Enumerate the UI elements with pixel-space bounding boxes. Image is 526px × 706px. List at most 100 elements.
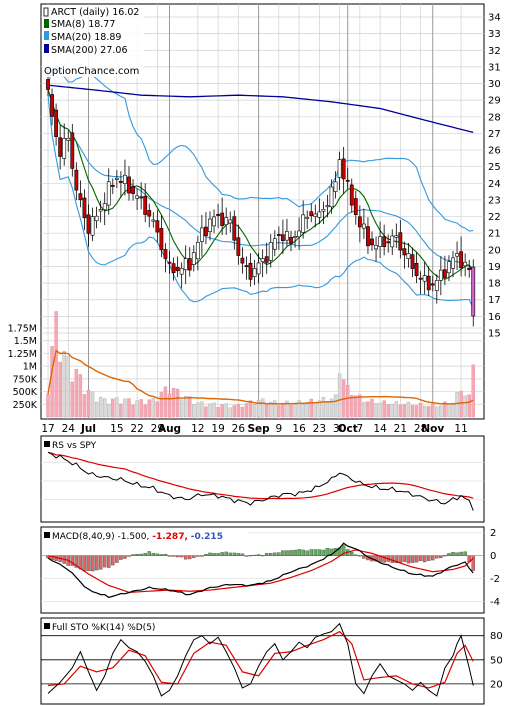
watermark: OptionChance.com (44, 66, 139, 77)
price-tick-label: 21 (488, 229, 501, 240)
candle-body (232, 216, 237, 241)
x-tick-label: Sep (247, 423, 270, 435)
candle-body (285, 231, 289, 241)
legend-swatch-sma8 (44, 19, 49, 28)
candle-body (398, 232, 403, 251)
volume-bar (317, 400, 322, 418)
macd-histogram-bar (163, 553, 168, 556)
macd-histogram-bar (127, 555, 131, 557)
rs-panel: RS vs SPY (40, 435, 485, 523)
candle-body (349, 184, 354, 206)
volume-bar (196, 402, 200, 418)
candle-body (382, 236, 387, 248)
volume-bar (171, 387, 176, 418)
candle-body (102, 203, 107, 210)
sto-tick-label: 20 (490, 679, 503, 690)
volume-bar (386, 404, 390, 418)
candle-body (305, 216, 310, 219)
macd-panel: 2 0 -2 -4 MACD(8,40,9) -1.500, -1.287, -0.2… (40, 526, 500, 614)
candle-body (171, 263, 176, 274)
volume-bar (394, 401, 398, 418)
candle-body (175, 267, 180, 272)
macd-histogram-bar (277, 552, 281, 556)
x-tick-label: 24 (62, 423, 76, 435)
candle-body (313, 213, 318, 217)
candle-body (390, 235, 395, 248)
macd-histogram-bar (171, 555, 176, 557)
candle-body (309, 211, 314, 216)
macd-histogram-bar (297, 549, 301, 556)
candle-body (289, 237, 293, 244)
volume-bar (115, 397, 119, 418)
macd-histogram-bar (426, 555, 431, 561)
sto-label: Full STO %K(14) %D(5) (52, 623, 155, 633)
volume-bar (179, 399, 184, 418)
volume-average-line (47, 349, 474, 405)
macd-histogram-bar (430, 555, 435, 561)
candle-body (272, 238, 277, 250)
volume-bar (350, 394, 354, 418)
volume-bar (58, 361, 62, 418)
macd-label-box (44, 529, 249, 541)
volume-bar (370, 398, 374, 418)
macd-tick-label: -4 (490, 597, 500, 608)
candle-body (74, 169, 79, 191)
volume-grid (41, 327, 484, 405)
candle-body (337, 159, 342, 178)
volume-bar (463, 395, 467, 418)
price-tick-label: 18 (488, 279, 501, 290)
volume-bar (50, 346, 54, 418)
candle-body (200, 227, 204, 242)
volume-bar (269, 401, 273, 418)
candle-body (301, 214, 306, 233)
sma8-line (47, 89, 474, 280)
candle-body (414, 262, 419, 277)
macd-histogram-bar (123, 555, 127, 559)
volume-bar (208, 403, 212, 418)
volume-bar (123, 398, 127, 418)
x-tick-label: 12 (191, 423, 204, 435)
sto-label-box (44, 620, 164, 632)
volume-bar (297, 400, 301, 418)
macd-label: MACD(8,40,9) -1.500, -1.287, -0.215 (52, 532, 223, 542)
volume-bar (435, 406, 439, 418)
volume-bar (86, 390, 91, 418)
volume-bar (248, 400, 253, 418)
candle-body (119, 180, 123, 183)
volume-bar (155, 401, 160, 418)
price-tick-label: 34 (488, 13, 501, 24)
candle-body (321, 209, 326, 212)
volume-bar (135, 400, 139, 418)
price-tick-label: 25 (488, 162, 501, 173)
macd-histogram-bar (463, 551, 467, 556)
macd-histogram-bar (406, 555, 411, 564)
legend-sma8-label: SMA(8) 18.77 (51, 19, 115, 30)
volume-bar (167, 393, 172, 418)
volume-bar (427, 406, 431, 418)
candle-body (471, 266, 476, 317)
candle-body (106, 181, 111, 206)
candle-body (62, 138, 67, 159)
volume-average-line (47, 349, 474, 405)
macd-histogram-bar (244, 555, 249, 557)
candle-body (406, 253, 411, 260)
macd-histogram-bar (192, 555, 196, 558)
price-tick-label: 28 (488, 112, 501, 123)
macd-tick-label: 0 (490, 551, 496, 562)
volume-tick-label: 1.5M (14, 336, 37, 347)
volume-bar (90, 391, 95, 418)
candle-body (426, 275, 431, 291)
x-tick-label: 14 (373, 423, 387, 435)
macd-histogram-bar (196, 555, 200, 557)
volume-bar (236, 404, 241, 418)
price-tick-label: 22 (488, 212, 501, 223)
volume-bar (151, 398, 156, 418)
volume-bar (321, 397, 326, 418)
macd-histogram-bar (183, 555, 188, 560)
sto-k-line (47, 622, 474, 697)
candle-body (236, 237, 241, 256)
sto-swatch (44, 623, 50, 629)
volume-bar (94, 401, 99, 418)
volume-bar (163, 386, 168, 418)
